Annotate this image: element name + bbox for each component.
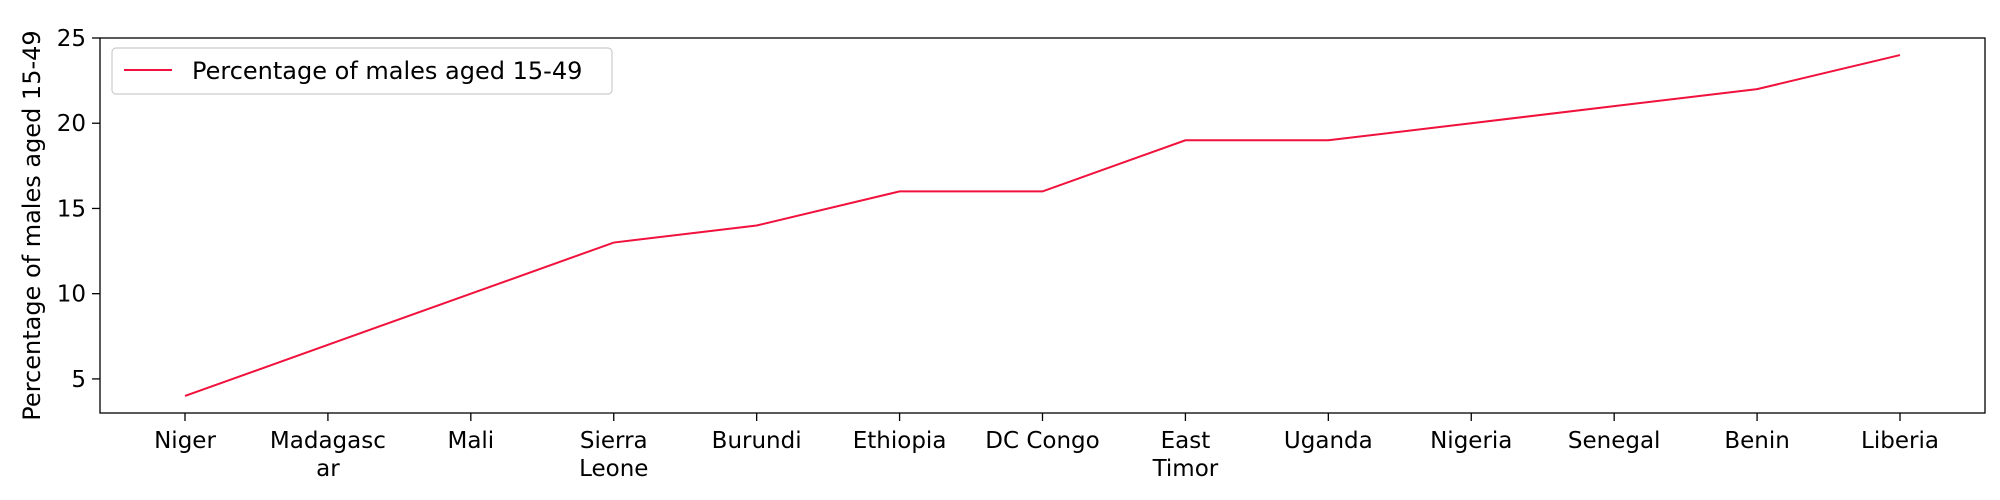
legend-entry: Percentage of males aged 15-49 [192, 57, 582, 85]
y-tick-label: 15 [57, 196, 86, 222]
x-tick-label: Niger [154, 428, 216, 454]
x-tick-label: Uganda [1284, 428, 1373, 454]
x-tick-label: Madagasc ar [270, 428, 386, 482]
x-tick-label: East Timor [1152, 428, 1219, 482]
x-tick-label: Mali [447, 428, 494, 454]
y-tick-label: 10 [57, 282, 86, 308]
x-tick-label: Nigeria [1430, 428, 1512, 454]
x-tick-label: Senegal [1568, 428, 1661, 454]
y-tick-label: 20 [57, 111, 86, 137]
legend: Percentage of males aged 15-49 [111, 47, 613, 95]
x-tick-label: Liberia [1861, 428, 1939, 454]
y-tick-label: 25 [57, 26, 86, 52]
series-line [184, 54, 1901, 397]
y-axis-ticks: 5 10 15 20 25 [57, 26, 100, 393]
x-tick-label: Sierra Leone [579, 428, 648, 482]
x-tick-label: Burundi [712, 428, 802, 454]
legend-box [111, 47, 613, 95]
y-axis-label: Percentage of males aged 15-49 [18, 30, 46, 420]
x-tick-label: Ethiopia [853, 428, 947, 454]
x-tick-label: Benin [1724, 428, 1789, 454]
y-tick-label: 5 [71, 367, 86, 393]
x-tick-label: DC Congo [985, 428, 1099, 454]
x-axis-ticks: Niger Madagasc ar Mali Sierra Leone Burundi Eth… [154, 413, 1939, 482]
